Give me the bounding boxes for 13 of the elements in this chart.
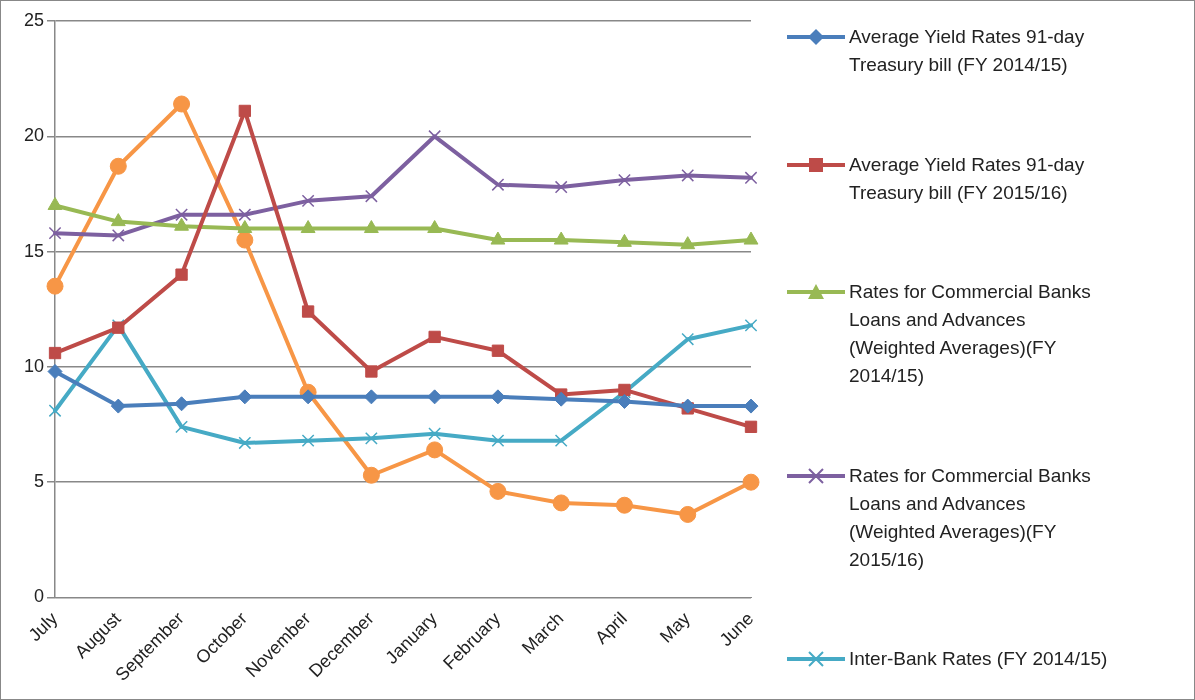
legend-label: Average Yield Rates 91-day Treasury bill (FY 2015/16) (849, 152, 1086, 205)
y-tick-label: 25 (23, 9, 45, 30)
y-tick-label: 5 (34, 471, 45, 492)
x-tick-label: May (655, 608, 695, 647)
legend-label: Rates for Commercial Banks Loans and Advances (Weighted Averages)(FY 2015/16) (849, 463, 1092, 572)
y-tick-label: 0 (34, 586, 45, 607)
y-tick-label: 10 (23, 355, 45, 376)
x-tick-label: July (24, 608, 62, 646)
legend-label: Rates for Commercial Banks Loans and Advances (Weighted Averages)(FY 2014/15) (849, 280, 1092, 388)
y-tick-label: 15 (23, 240, 45, 261)
legend-label: Inter-Bank Rates (FY 2014/15) (849, 647, 1108, 671)
legend-label: Average Yield Rates 91-day Treasury bill (FY 2014/15) (849, 25, 1086, 77)
y-tick-label: 20 (23, 125, 45, 146)
